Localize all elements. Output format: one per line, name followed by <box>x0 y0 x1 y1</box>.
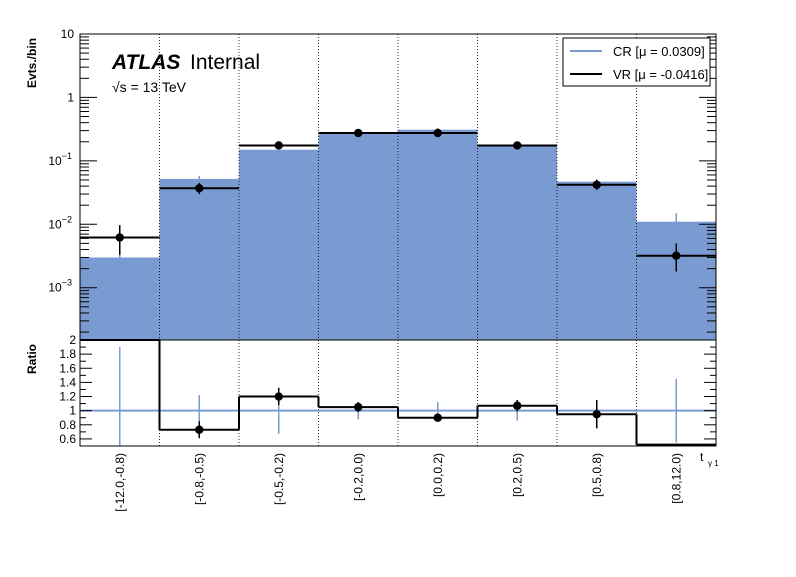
x-tick-label-6: [0.5,0.8) <box>590 453 604 497</box>
y-tick-label-0: 10 <box>61 27 75 41</box>
ratio-y-tick-label-1: 0.8 <box>59 418 76 432</box>
x-tick-label-7: [0.8,12.0) <box>669 453 683 504</box>
ratio-point-3 <box>354 402 363 412</box>
y-tick-label-exponent: −1 <box>62 151 72 161</box>
x-tick-label-2: [-0.5,-0.2) <box>272 453 286 505</box>
y-tick-label-base: 10 <box>48 281 62 295</box>
vr-point-3 <box>354 128 363 138</box>
y-tick-label-base: 10 <box>48 217 62 231</box>
vr-point-4 <box>433 128 442 138</box>
vr-point-5 <box>513 141 522 150</box>
ratio-y-tick-label-3: 1.2 <box>59 390 76 404</box>
legend-box <box>562 37 711 87</box>
ratio-x-axis: [-12.0,-0.8) [-0.8,-0.5) [-0.5,-0.2) [-0.2,… <box>113 453 684 512</box>
legend-cr-label: CR [μ = 0.0309] <box>613 44 705 59</box>
atlas-experiment-label: ATLAS <box>111 51 180 74</box>
ratio-point-2 <box>274 392 283 401</box>
legend: CR [μ = 0.0309] VR [μ = -0.0416] <box>562 37 711 87</box>
x-tick-label-1: [-0.8,-0.5) <box>192 453 206 505</box>
y-tick-label-1: 1 <box>67 90 74 104</box>
x-axis-label-subscript: γ 1 <box>708 459 719 468</box>
cr-bar-6 <box>557 181 637 340</box>
ratio-y-tick-label-7: 2 <box>69 333 76 347</box>
x-tick-label-5: [0.2,0.5) <box>510 453 524 497</box>
x-axis-label: t γ 1 <box>700 450 719 468</box>
x-tick-label-4: [0.0,0.2) <box>431 453 445 497</box>
vr-point-1 <box>195 184 204 193</box>
x-axis-label-main: t <box>700 450 704 464</box>
ratio-point-5 <box>513 401 522 410</box>
ratio-y-tick-label-6: 1.8 <box>59 347 76 361</box>
x-tick-label-3: [-0.2,0.0) <box>351 453 365 501</box>
y-axis-label: Evts./bin <box>25 38 39 88</box>
y-tick-label-exponent: −2 <box>62 214 72 224</box>
legend-entry-cr: CR [μ = 0.0309] <box>570 44 705 59</box>
cr-bar-7 <box>636 221 716 340</box>
ratio-y-tick-label-5: 1.6 <box>59 361 76 375</box>
ratio-panel-frame <box>79 339 717 447</box>
cr-bar-0 <box>80 257 160 340</box>
legend-vr-label: VR [μ = -0.0416] <box>613 67 708 82</box>
atlas-label: ATLAS Internal √s = 13 TeV <box>111 51 260 95</box>
ratio-y-tick-label-2: 1 <box>69 404 76 418</box>
cr-fill-layer <box>80 129 716 340</box>
ratio-y-tick-label-4: 1.4 <box>59 375 76 389</box>
cr-bar-4 <box>398 129 478 340</box>
atlas-status-label: Internal <box>190 51 260 74</box>
y-tick-label-2: 10−1 <box>48 151 72 168</box>
vr-point-6 <box>592 180 601 189</box>
vr-point-0 <box>115 233 124 242</box>
y-tick-label-3: 10−2 <box>48 214 72 231</box>
ratio-y-axis-label: Ratio <box>25 344 39 374</box>
bin-divider-grid <box>159 34 637 340</box>
ratio-y-tick-label-0: 0.6 <box>59 432 76 446</box>
cr-bar-1 <box>159 178 239 340</box>
legend-entry-vr: VR [μ = -0.0416] <box>570 67 708 82</box>
ratio-point-6 <box>592 410 601 419</box>
vr-point-2 <box>274 141 283 150</box>
ratio-point-1 <box>195 425 204 434</box>
ratio-y-axis: 0.60.811.21.41.61.82 <box>59 333 716 447</box>
ratio-error-layer <box>195 388 601 439</box>
cr-bar-3 <box>318 132 398 340</box>
x-tick-label-0: [-12.0,-0.8) <box>113 453 127 512</box>
energy-label: √s = 13 TeV <box>112 79 187 95</box>
cr-bar-5 <box>477 144 557 340</box>
y-tick-label-exponent: −3 <box>62 278 72 288</box>
ratio-panel: 0.60.811.21.41.61.82 [-12.0,-0.8) [-0.8,-… <box>25 333 719 512</box>
error-bar-layer <box>115 127 681 272</box>
y-tick-label-4: 10−3 <box>48 278 72 295</box>
ratio-point-4 <box>433 413 442 422</box>
vr-point-7 <box>672 251 681 260</box>
y-tick-label-base: 10 <box>48 154 62 168</box>
cr-bar-2 <box>239 149 319 340</box>
y-tick-label-base: 10 <box>61 27 75 41</box>
y-tick-label-base: 1 <box>67 90 74 104</box>
